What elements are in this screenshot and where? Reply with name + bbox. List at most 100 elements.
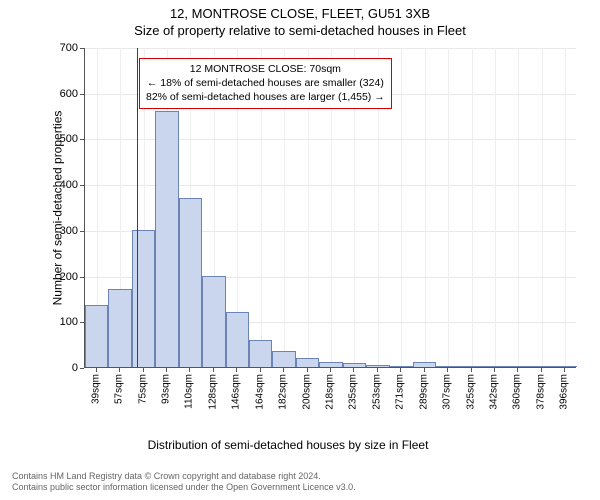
- gridline-v: [565, 48, 566, 367]
- x-tick-label: 57sqm: [114, 374, 125, 404]
- histogram-bar: [366, 365, 389, 367]
- y-tick-label: 300: [42, 225, 78, 237]
- y-tick-label: 600: [42, 88, 78, 100]
- x-tick-mark: [541, 368, 542, 372]
- x-tick-label: 146sqm: [231, 374, 242, 410]
- annotation-line3: 82% of semi-detached houses are larger (…: [146, 90, 385, 104]
- histogram-bar: [507, 366, 530, 367]
- histogram-bar: [249, 340, 272, 367]
- y-tick-label: 500: [42, 133, 78, 145]
- x-tick-mark: [400, 368, 401, 372]
- histogram-bar: [132, 230, 155, 367]
- footer-line2: Contains public sector information licen…: [12, 482, 356, 494]
- plot-area: 12 MONTROSE CLOSE: 70sqm← 18% of semi-de…: [84, 48, 576, 368]
- y-tick-label: 0: [42, 362, 78, 374]
- gridline-v: [401, 48, 402, 367]
- y-tick-mark: [80, 139, 84, 140]
- x-tick-label: 235sqm: [348, 374, 359, 410]
- x-tick-mark: [447, 368, 448, 372]
- x-tick-mark: [424, 368, 425, 372]
- x-tick-label: 93sqm: [161, 374, 172, 404]
- histogram-bar: [202, 276, 225, 367]
- annotation-line2: ← 18% of semi-detached houses are smalle…: [146, 76, 385, 90]
- x-tick-label: 110sqm: [184, 374, 195, 409]
- x-tick-label: 325sqm: [465, 374, 476, 410]
- x-tick-label: 307sqm: [442, 374, 453, 410]
- x-tick-mark: [119, 368, 120, 372]
- histogram-bar: [85, 305, 108, 367]
- histogram-bar: [155, 111, 178, 367]
- x-tick-mark: [307, 368, 308, 372]
- page-subtitle: Size of property relative to semi-detach…: [0, 21, 600, 38]
- histogram-bar: [296, 358, 319, 367]
- x-tick-mark: [213, 368, 214, 372]
- x-tick-label: 342sqm: [489, 374, 500, 410]
- gridline-v: [518, 48, 519, 367]
- histogram-bar: [530, 366, 553, 367]
- y-tick-mark: [80, 94, 84, 95]
- x-tick-mark: [564, 368, 565, 372]
- x-tick-mark: [330, 368, 331, 372]
- y-tick-label: 400: [42, 179, 78, 191]
- x-tick-label: 271sqm: [395, 374, 406, 410]
- x-tick-mark: [494, 368, 495, 372]
- x-tick-mark: [189, 368, 190, 372]
- x-tick-mark: [377, 368, 378, 372]
- histogram-bar: [413, 362, 436, 367]
- reference-line: [137, 48, 138, 367]
- y-tick-mark: [80, 48, 84, 49]
- y-tick-mark: [80, 231, 84, 232]
- x-tick-mark: [283, 368, 284, 372]
- x-tick-mark: [471, 368, 472, 372]
- footer-attribution: Contains HM Land Registry data © Crown c…: [12, 471, 356, 494]
- y-tick-mark: [80, 185, 84, 186]
- x-tick-label: 164sqm: [254, 374, 265, 410]
- histogram-bar: [483, 366, 506, 367]
- annotation-line1: 12 MONTROSE CLOSE: 70sqm: [146, 62, 385, 76]
- x-tick-label: 396sqm: [559, 374, 570, 410]
- histogram-bar: [108, 289, 131, 367]
- y-tick-label: 100: [42, 316, 78, 328]
- x-tick-label: 128sqm: [207, 374, 218, 410]
- histogram-bar: [179, 198, 202, 367]
- x-tick-mark: [517, 368, 518, 372]
- gridline-v: [495, 48, 496, 367]
- x-tick-label: 182sqm: [278, 374, 289, 410]
- x-tick-mark: [166, 368, 167, 372]
- gridline-v: [448, 48, 449, 367]
- x-axis-label: Distribution of semi-detached houses by …: [42, 438, 534, 452]
- page-title: 12, MONTROSE CLOSE, FLEET, GU51 3XB: [0, 0, 600, 21]
- x-tick-mark: [353, 368, 354, 372]
- histogram-bar: [390, 366, 413, 367]
- x-tick-label: 378sqm: [535, 374, 546, 410]
- gridline-v: [472, 48, 473, 367]
- footer-line1: Contains HM Land Registry data © Crown c…: [12, 471, 356, 483]
- x-tick-label: 39sqm: [90, 374, 101, 404]
- x-tick-label: 360sqm: [512, 374, 523, 410]
- x-tick-mark: [143, 368, 144, 372]
- y-tick-label: 200: [42, 271, 78, 283]
- chart-container: Number of semi-detached properties 12 MO…: [42, 48, 576, 408]
- x-tick-mark: [260, 368, 261, 372]
- annotation-box: 12 MONTROSE CLOSE: 70sqm← 18% of semi-de…: [139, 58, 392, 109]
- histogram-bar: [226, 312, 249, 367]
- y-tick-mark: [80, 368, 84, 369]
- histogram-bar: [319, 362, 342, 367]
- gridline-v: [542, 48, 543, 367]
- x-tick-mark: [96, 368, 97, 372]
- x-tick-label: 253sqm: [371, 374, 382, 410]
- x-tick-label: 200sqm: [301, 374, 312, 410]
- gridline-v: [425, 48, 426, 367]
- x-tick-label: 75sqm: [137, 374, 148, 404]
- histogram-bar: [343, 363, 366, 367]
- histogram-bar: [436, 366, 459, 367]
- y-tick-label: 700: [42, 42, 78, 54]
- histogram-bar: [554, 366, 577, 367]
- histogram-bar: [272, 351, 295, 367]
- x-tick-label: 289sqm: [418, 374, 429, 410]
- x-tick-mark: [236, 368, 237, 372]
- x-tick-label: 218sqm: [325, 374, 336, 410]
- y-tick-mark: [80, 322, 84, 323]
- y-tick-mark: [80, 277, 84, 278]
- histogram-bar: [460, 366, 483, 367]
